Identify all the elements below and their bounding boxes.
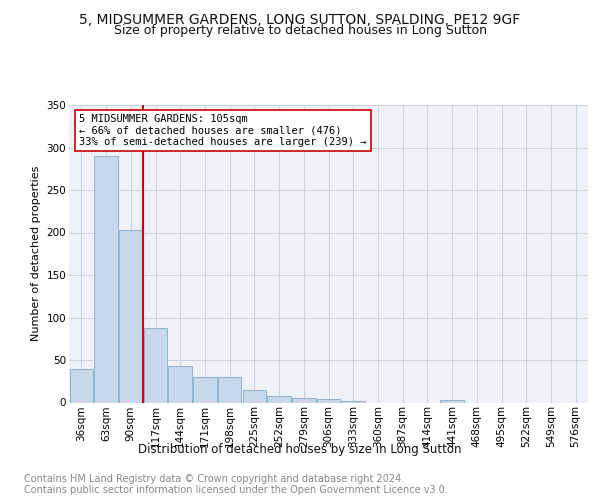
Text: Size of property relative to detached houses in Long Sutton: Size of property relative to detached ho… <box>113 24 487 37</box>
Y-axis label: Number of detached properties: Number of detached properties <box>31 166 41 342</box>
Bar <box>268 396 291 402</box>
Bar <box>144 328 167 402</box>
Bar <box>440 400 464 402</box>
Bar <box>193 377 217 402</box>
Text: 5 MIDSUMMER GARDENS: 105sqm
← 66% of detached houses are smaller (476)
33% of se: 5 MIDSUMMER GARDENS: 105sqm ← 66% of det… <box>79 114 367 147</box>
Bar <box>292 398 316 402</box>
Text: Distribution of detached houses by size in Long Sutton: Distribution of detached houses by size … <box>138 442 462 456</box>
Bar <box>94 156 118 402</box>
Text: Contains public sector information licensed under the Open Government Licence v3: Contains public sector information licen… <box>24 485 448 495</box>
Bar <box>218 377 241 402</box>
Bar <box>341 401 365 402</box>
Bar <box>169 366 192 403</box>
Text: Contains HM Land Registry data © Crown copyright and database right 2024.: Contains HM Land Registry data © Crown c… <box>24 474 404 484</box>
Bar <box>242 390 266 402</box>
Bar <box>119 230 143 402</box>
Text: 5, MIDSUMMER GARDENS, LONG SUTTON, SPALDING, PE12 9GF: 5, MIDSUMMER GARDENS, LONG SUTTON, SPALD… <box>79 12 521 26</box>
Bar <box>70 368 93 402</box>
Bar <box>317 399 340 402</box>
